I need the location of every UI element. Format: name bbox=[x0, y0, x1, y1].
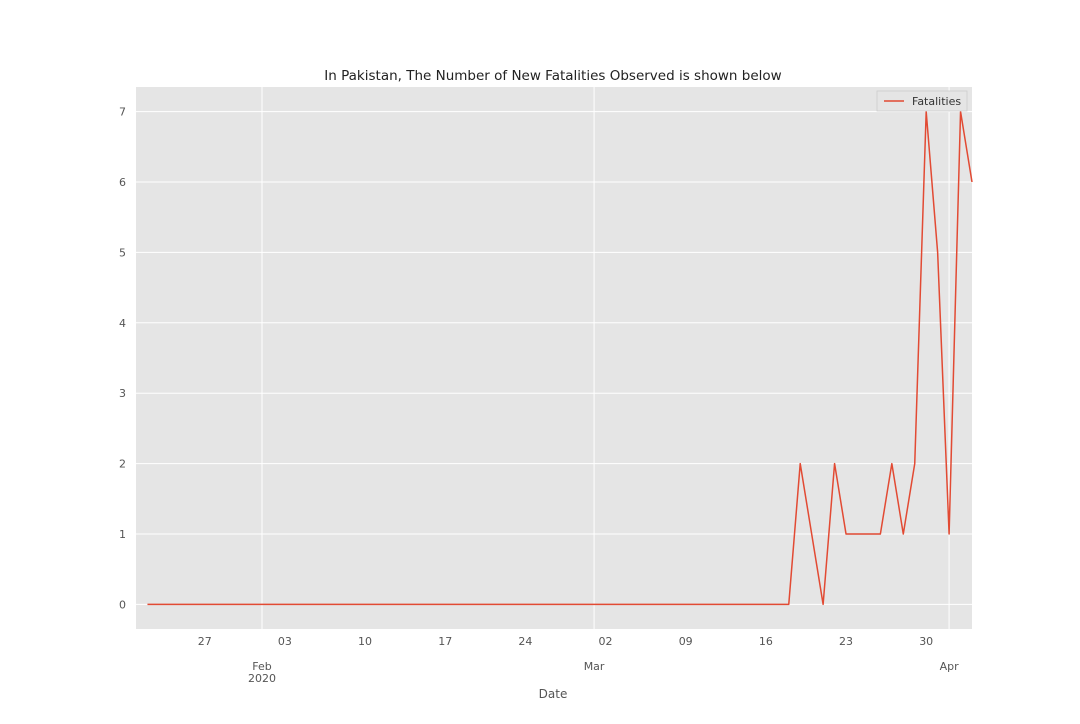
y-tick-label: 3 bbox=[119, 387, 126, 400]
x-minor-tick-label: 24 bbox=[518, 635, 532, 648]
legend: Fatalities bbox=[876, 90, 968, 112]
y-tick-label: 7 bbox=[119, 106, 126, 119]
x-minor-tick-label: 17 bbox=[438, 635, 452, 648]
chart-title: In Pakistan, The Number of New Fatalitie… bbox=[324, 68, 781, 84]
x-minor-tick-label: 27 bbox=[198, 635, 212, 648]
x-major-tick-label: 2020 bbox=[248, 672, 276, 685]
y-tick-label: 1 bbox=[119, 528, 126, 541]
x-minor-tick-label: 09 bbox=[679, 635, 693, 648]
x-minor-tick-label: 30 bbox=[919, 635, 933, 648]
y-tick-label: 4 bbox=[119, 317, 126, 330]
x-minor-tick-label: 16 bbox=[759, 635, 773, 648]
y-tick-label: 5 bbox=[119, 246, 126, 259]
y-tick-label: 6 bbox=[119, 176, 126, 189]
x-major-tick-label: Mar bbox=[584, 660, 605, 673]
x-minor-tick-label: 10 bbox=[358, 635, 372, 648]
series-line-fatalities bbox=[147, 110, 973, 606]
series-layer bbox=[147, 110, 973, 606]
y-tick-label: 2 bbox=[119, 458, 126, 471]
x-minor-tick-label: 03 bbox=[278, 635, 292, 648]
x-major-tick-label: Feb bbox=[252, 660, 271, 673]
legend-label: Fatalities bbox=[912, 95, 961, 108]
y-tick-label: 0 bbox=[119, 598, 126, 611]
x-minor-tick-label: 02 bbox=[599, 635, 613, 648]
x-major-tick-label: Apr bbox=[940, 660, 960, 673]
plot-background bbox=[136, 87, 972, 629]
grid-lines bbox=[136, 87, 972, 629]
legend-box bbox=[876, 90, 968, 112]
x-minor-tick-label: 23 bbox=[839, 635, 853, 648]
x-axis-label: Date bbox=[539, 687, 568, 701]
